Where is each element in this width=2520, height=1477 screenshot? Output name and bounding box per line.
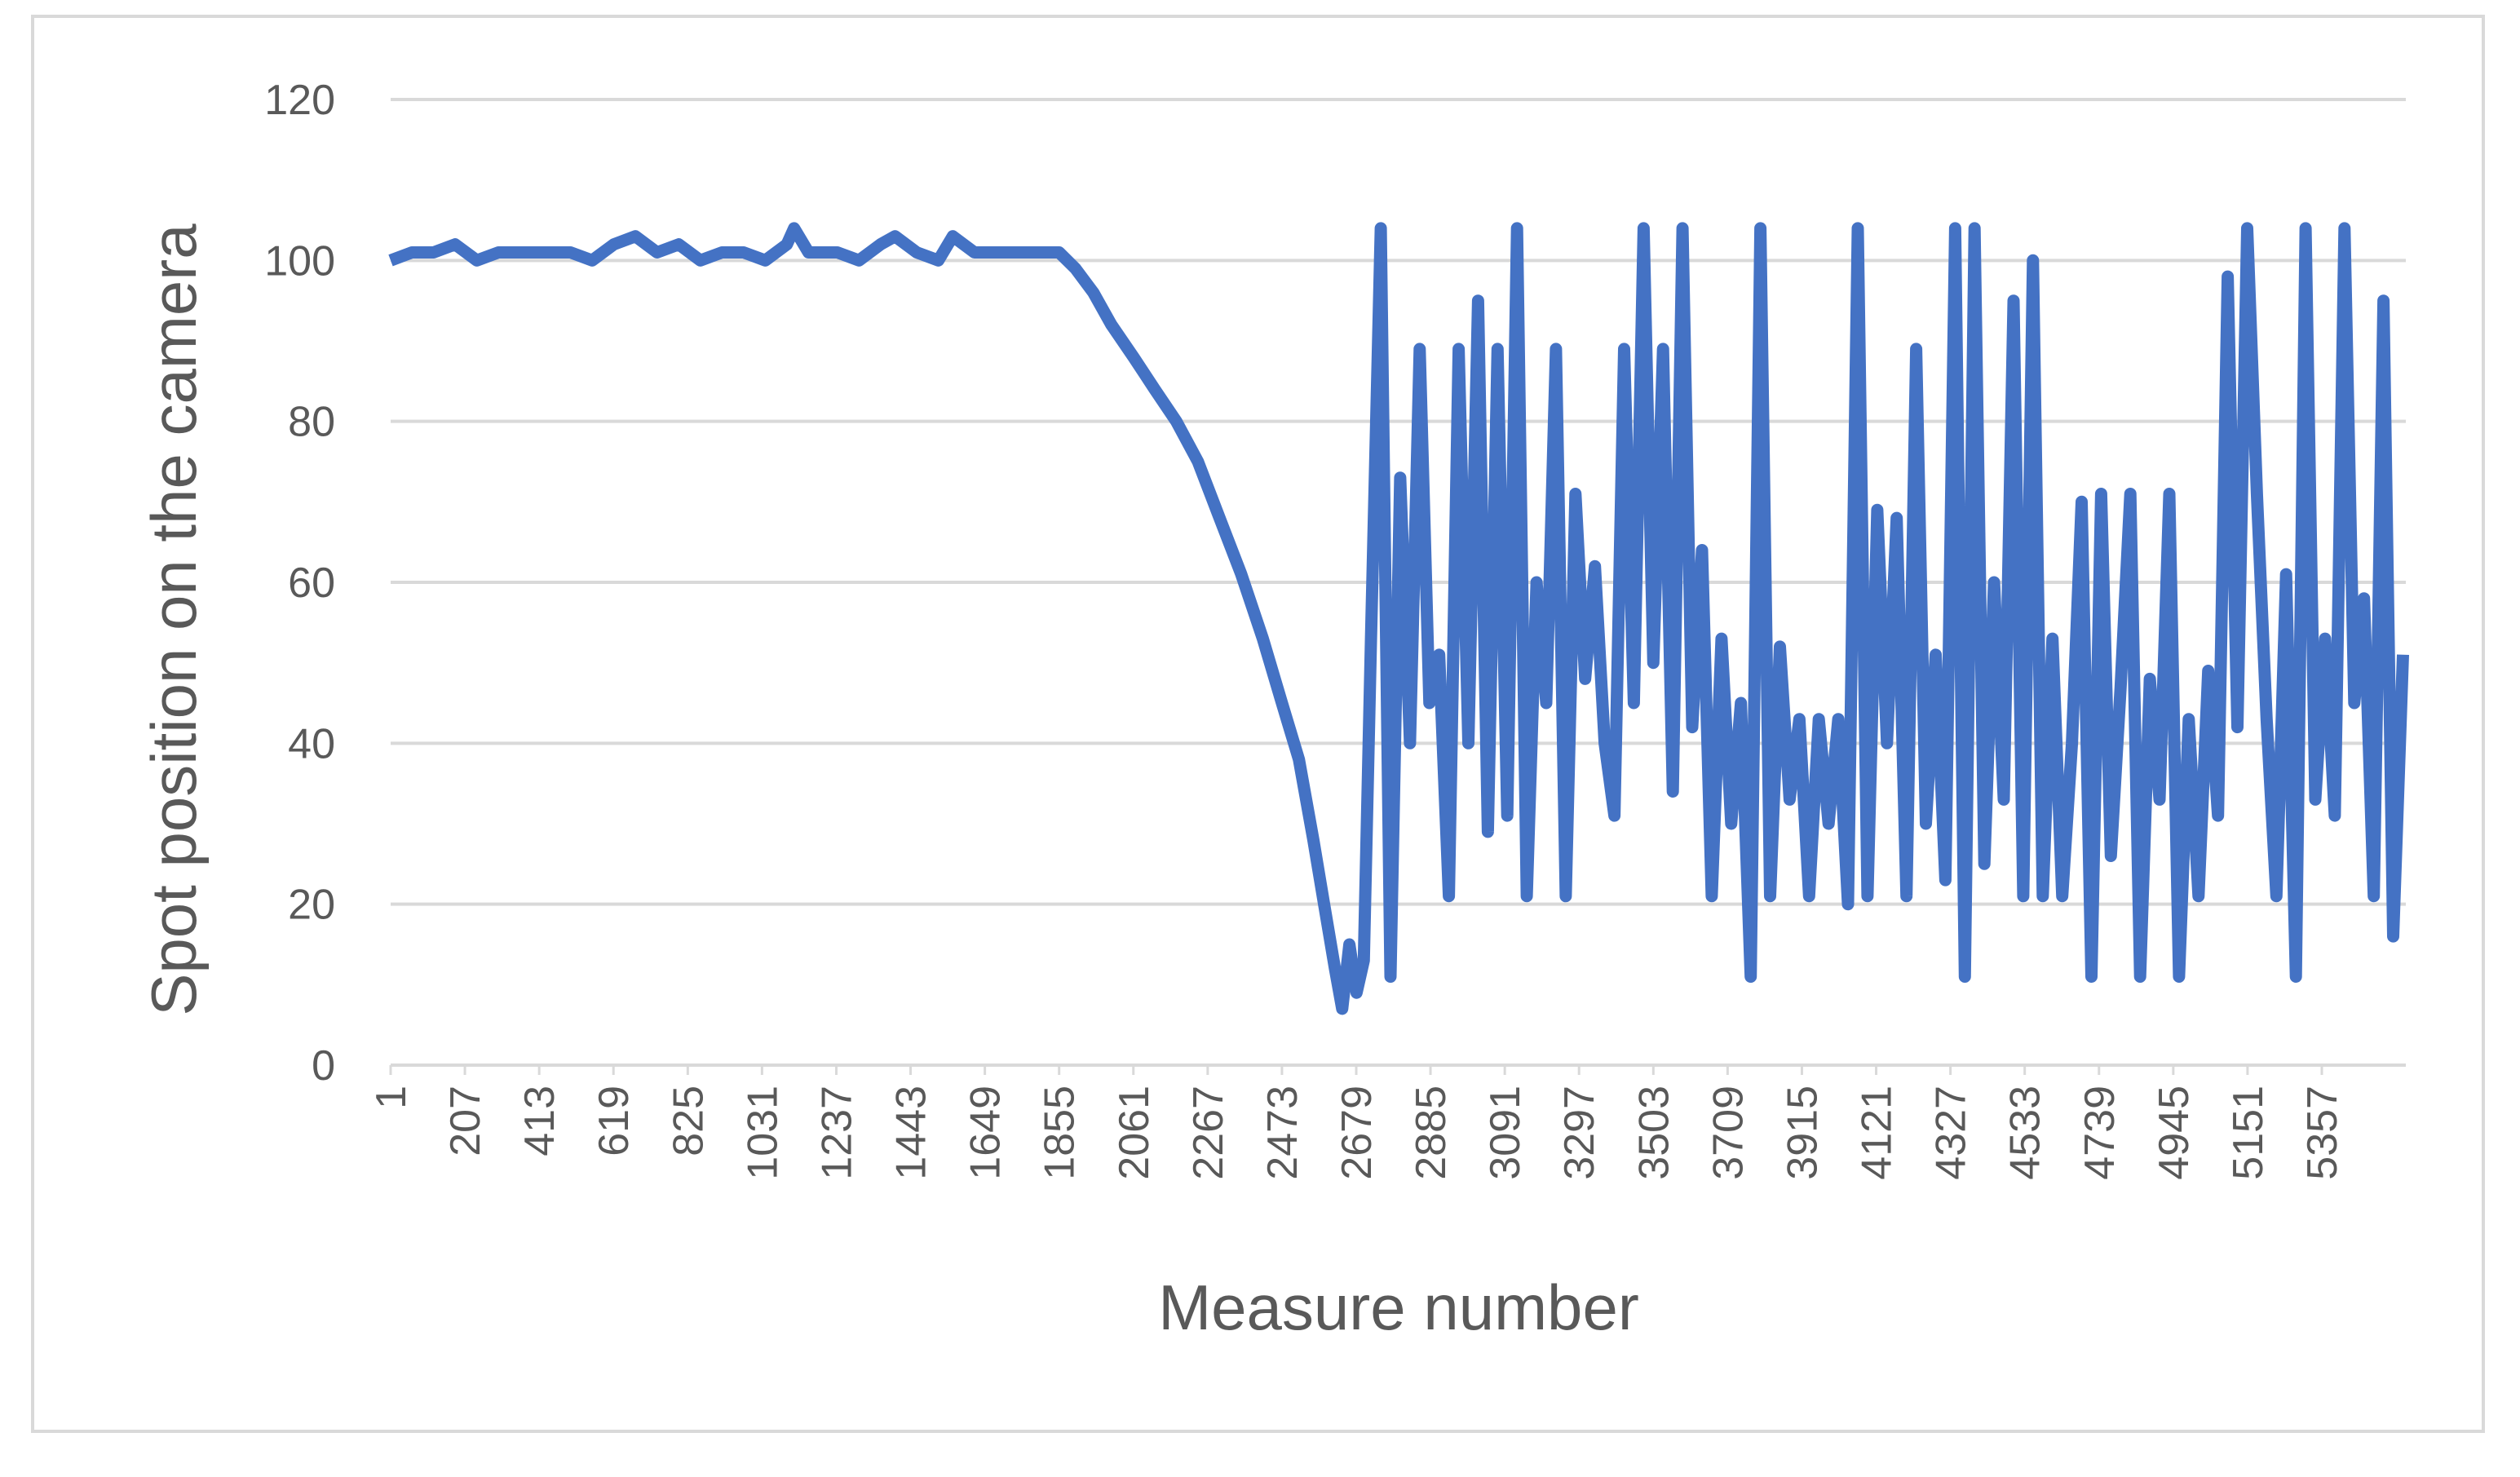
x-tick-label: 619 — [590, 1086, 638, 1156]
x-tick-label: 1 — [368, 1086, 415, 1109]
x-tick-label: 3503 — [1630, 1086, 1678, 1180]
x-tick-label: 4533 — [2002, 1086, 2049, 1180]
y-tick-label: 40 — [288, 720, 335, 767]
x-tick-label: 1031 — [739, 1086, 786, 1180]
x-tick-label: 825 — [665, 1086, 712, 1156]
x-tick-label: 1443 — [888, 1086, 935, 1180]
x-axis-title: Measure number — [1158, 1271, 1639, 1343]
y-tick-label: 100 — [264, 237, 335, 285]
x-tick-label: 207 — [442, 1086, 489, 1156]
x-tick-label: 5151 — [2225, 1086, 2272, 1180]
x-tick-label: 3709 — [1704, 1086, 1752, 1180]
x-tick-label: 2267 — [1185, 1086, 1232, 1180]
y-tick-label: 0 — [312, 1042, 335, 1090]
x-tick-label: 1237 — [813, 1086, 860, 1180]
x-tick-label: 3091 — [1482, 1086, 1529, 1180]
x-tick-label: 4739 — [2076, 1086, 2124, 1180]
x-tick-label: 3297 — [1556, 1086, 1603, 1180]
y-axis-title: Spot position on the camera — [138, 223, 210, 1016]
x-tick-label: 2885 — [1408, 1086, 1455, 1180]
x-tick-label: 5357 — [2299, 1086, 2346, 1180]
y-tick-label: 60 — [288, 559, 335, 607]
y-tick-label: 80 — [288, 399, 335, 446]
data-line — [388, 222, 2409, 1015]
x-tick-label: 4945 — [2151, 1086, 2198, 1180]
x-tick-label: 1649 — [962, 1086, 1010, 1180]
y-tick-label: 120 — [264, 77, 335, 124]
x-tick-label: 1855 — [1037, 1086, 1084, 1180]
x-tick-label: 2473 — [1259, 1086, 1306, 1180]
x-tick-label: 2679 — [1333, 1086, 1381, 1180]
x-tick-label: 4327 — [1928, 1086, 1975, 1180]
x-tick-label: 4121 — [1854, 1086, 1901, 1180]
y-tick-label: 20 — [288, 882, 335, 929]
x-tick-label: 3915 — [1779, 1086, 1826, 1180]
x-tick-label: 413 — [516, 1086, 564, 1156]
x-tick-label: 2061 — [1111, 1086, 1158, 1180]
